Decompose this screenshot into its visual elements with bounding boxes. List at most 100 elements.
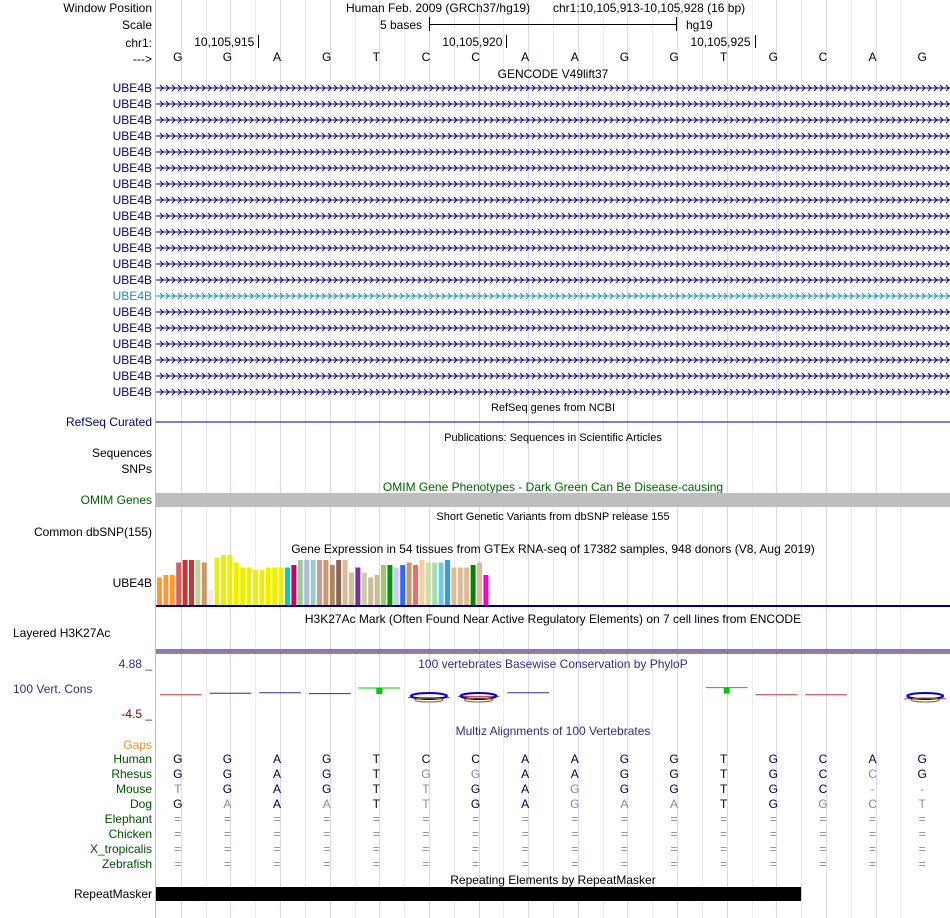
species-base: = <box>918 827 926 841</box>
gtex-bar <box>432 562 438 605</box>
sequence-base: G <box>669 50 679 64</box>
species-base: C <box>818 752 828 766</box>
gene-label[interactable]: UBE4B <box>112 337 152 351</box>
species-base: = <box>819 857 827 871</box>
gtex-bar <box>329 565 335 605</box>
species-base: A <box>521 767 530 781</box>
gene-label[interactable]: UBE4B <box>112 305 152 319</box>
gtex-bar <box>355 567 361 605</box>
chrom-label: chr1: <box>125 36 152 50</box>
species-label: Human <box>113 752 152 766</box>
gtex-bar <box>393 567 399 605</box>
scale-bar <box>429 17 677 31</box>
species-base: A <box>868 752 877 766</box>
species-base: = <box>472 842 480 856</box>
gtex-bar <box>259 570 265 605</box>
gene-arrows <box>159 212 950 220</box>
omim-label[interactable]: OMIM Genes <box>80 493 152 507</box>
gtex-label[interactable]: UBE4B <box>112 576 152 590</box>
phylop-label[interactable]: 100 Vert. Cons <box>13 682 93 696</box>
refseq-label[interactable]: RefSeq Curated <box>65 415 152 429</box>
gtex-bar <box>464 567 470 605</box>
repeatmasker-label[interactable]: RepeatMasker <box>73 887 152 901</box>
species-base: = <box>670 827 678 841</box>
species-base: G <box>222 752 233 766</box>
species-label: Zebrafish <box>101 857 152 871</box>
species-base: = <box>223 812 231 826</box>
multiz-title: Multiz Alignments of 100 Vertebrates <box>455 724 651 738</box>
species-label: Elephant <box>104 812 152 826</box>
species-base: = <box>918 812 926 826</box>
gtex-bar <box>214 557 220 605</box>
gene-label[interactable]: UBE4B <box>112 289 152 303</box>
species-base: = <box>918 842 926 856</box>
gtex-bar <box>182 560 188 605</box>
gene-label[interactable]: UBE4B <box>112 161 152 175</box>
species-base: G <box>669 752 679 766</box>
window-position-label: Window Position <box>63 1 152 15</box>
species-base: = <box>670 812 678 826</box>
gene-arrows <box>159 276 950 284</box>
h3k27ac-label[interactable]: Layered H3K27Ac <box>13 626 111 640</box>
gtex-bar <box>457 567 463 605</box>
gene-label[interactable]: UBE4B <box>112 225 152 239</box>
gene-label[interactable]: UBE4B <box>112 177 152 191</box>
species-base: C <box>818 782 828 796</box>
gene-arrows <box>159 180 950 188</box>
species-base: = <box>819 812 827 826</box>
dbsnp-label[interactable]: Common dbSNP(155) <box>33 525 152 539</box>
gene-label[interactable]: UBE4B <box>112 369 152 383</box>
species-base: = <box>372 812 380 826</box>
species-base: C <box>868 797 877 811</box>
gene-label[interactable]: UBE4B <box>112 385 152 399</box>
species-base: G <box>669 782 679 796</box>
phylop-peak <box>376 688 383 694</box>
gene-arrows <box>159 132 950 140</box>
grid-line <box>453 0 455 918</box>
gene-arrows <box>159 116 950 124</box>
gene-label[interactable]: UBE4B <box>112 145 152 159</box>
species-base: G <box>173 752 183 766</box>
gene-arrows <box>159 100 950 108</box>
gene-label[interactable]: UBE4B <box>112 353 152 367</box>
omim-title: OMIM Gene Phenotypes - Dark Green Can Be… <box>382 480 724 494</box>
species-base: T <box>422 797 430 811</box>
gene-label[interactable]: UBE4B <box>112 209 152 223</box>
species-base: G <box>421 767 431 781</box>
gtex-bar <box>304 560 310 605</box>
gene-label[interactable]: UBE4B <box>112 321 152 335</box>
species-base: T <box>372 752 380 766</box>
tick-mark <box>754 35 756 48</box>
grid-line <box>850 0 852 918</box>
species-base: = <box>174 827 182 841</box>
species-base: = <box>273 827 281 841</box>
gene-label[interactable]: UBE4B <box>112 81 152 95</box>
gene-label[interactable]: UBE4B <box>112 193 152 207</box>
species-base: A <box>521 797 530 811</box>
gene-label[interactable]: UBE4B <box>112 113 152 127</box>
gene-label[interactable]: UBE4B <box>112 257 152 271</box>
gene-label[interactable]: UBE4B <box>112 97 152 111</box>
gene-arrows <box>159 324 950 332</box>
sequences-label[interactable]: Sequences <box>91 446 152 460</box>
species-base: A <box>620 797 629 811</box>
snps-label[interactable]: SNPs <box>121 462 152 476</box>
species-base: G <box>619 752 630 766</box>
phylop-ellipse <box>464 697 494 703</box>
grid-line <box>304 0 306 918</box>
gene-label[interactable]: UBE4B <box>112 273 152 287</box>
gene-label[interactable]: UBE4B <box>112 129 152 143</box>
sequence-base: A <box>273 50 282 64</box>
gtex-bar <box>169 575 175 605</box>
gtex-bar <box>323 560 329 605</box>
sequence-base: T <box>372 50 380 64</box>
species-base: = <box>869 812 877 826</box>
species-base: = <box>720 857 728 871</box>
species-base: = <box>769 857 777 871</box>
gtex-bar <box>310 560 316 605</box>
species-base: G <box>570 797 580 811</box>
gene-label[interactable]: UBE4B <box>112 241 152 255</box>
gtex-bar <box>285 567 290 605</box>
gtex-bar <box>406 562 412 605</box>
gtex-bar <box>163 575 169 605</box>
